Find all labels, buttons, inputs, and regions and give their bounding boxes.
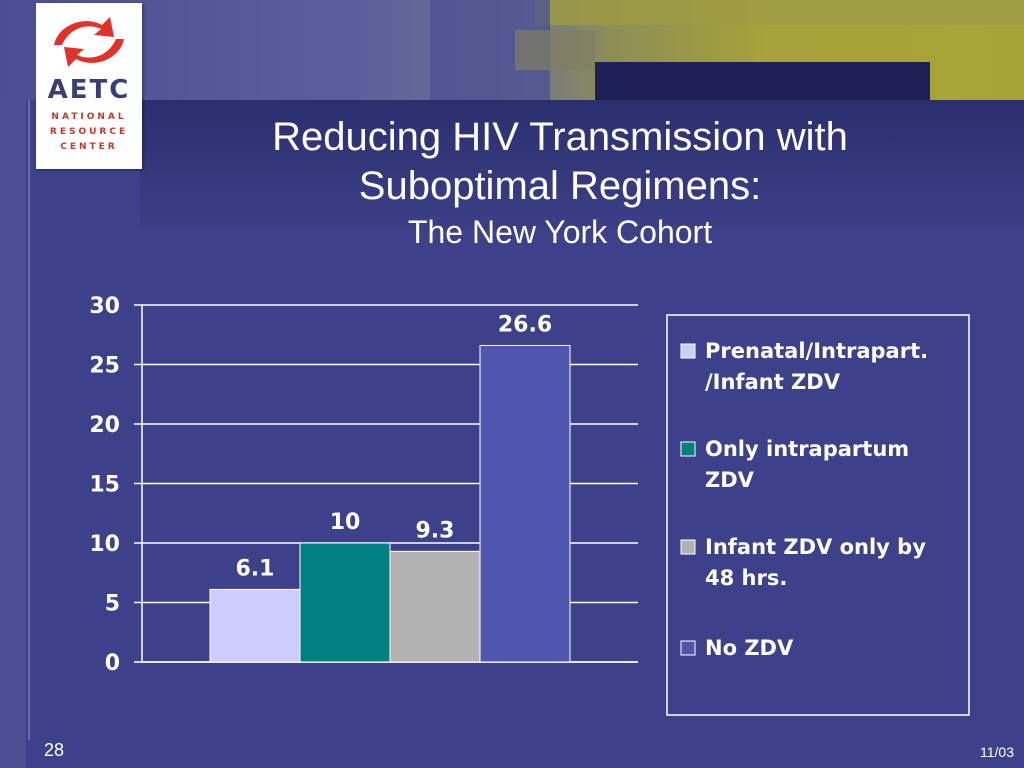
- y-tick-label: 0: [105, 651, 120, 676]
- aetc-logo: AETC NATIONAL RESOURCE CENTER: [36, 3, 142, 169]
- legend-swatch: [680, 343, 696, 359]
- header-block: [595, 62, 930, 100]
- y-tick-label: 15: [89, 473, 120, 498]
- legend-swatch: [680, 539, 696, 555]
- page-number: 28: [44, 740, 65, 760]
- logo-subtext: CENTER: [60, 142, 118, 152]
- left-rule: [28, 100, 30, 740]
- bar: [209, 588, 301, 663]
- slide-subtitle: The New York Cohort: [407, 214, 713, 250]
- legend-label: No ZDV: [705, 636, 794, 660]
- legend-label: Infant ZDV only by: [705, 535, 926, 559]
- legend-box: [666, 314, 970, 716]
- y-tick-label: 20: [89, 413, 120, 438]
- data-label: 6.1: [236, 556, 275, 581]
- legend-label: ZDV: [705, 468, 755, 492]
- header-block: [535, 0, 1024, 25]
- y-tick-label: 10: [89, 532, 120, 557]
- bar: [479, 344, 571, 663]
- legend-label: /Infant ZDV: [705, 370, 841, 394]
- logo-subtext: NATIONAL: [51, 112, 127, 122]
- data-label: 9.3: [416, 518, 455, 543]
- y-tick-label: 25: [89, 354, 120, 379]
- bar: [389, 550, 481, 663]
- bar: [299, 542, 391, 663]
- header-block: [515, 30, 595, 70]
- slide-date: 11/03: [980, 744, 1014, 760]
- legend-swatch: [680, 441, 696, 457]
- slide-title-line1: Reducing HIV Transmission with: [272, 115, 848, 159]
- data-label: 10: [330, 510, 361, 535]
- data-label: 26.6: [498, 312, 552, 337]
- y-tick-label: 5: [105, 592, 120, 617]
- left-stripe: [0, 100, 26, 768]
- logo-swirl-icon: [54, 17, 124, 67]
- logo-wordmark: AETC: [47, 75, 131, 105]
- legend-label: Prenatal/Intrapart.: [705, 339, 928, 363]
- legend-swatch: [680, 640, 696, 656]
- slide-title-line2: Suboptimal Regimens:: [358, 164, 762, 208]
- legend-label: 48 hrs.: [705, 566, 787, 590]
- legend-label: Only intrapartum: [705, 437, 909, 461]
- title-gradient: [140, 100, 1024, 230]
- logo-subtext: RESOURCE: [49, 127, 129, 137]
- y-tick-label: 30: [89, 294, 120, 319]
